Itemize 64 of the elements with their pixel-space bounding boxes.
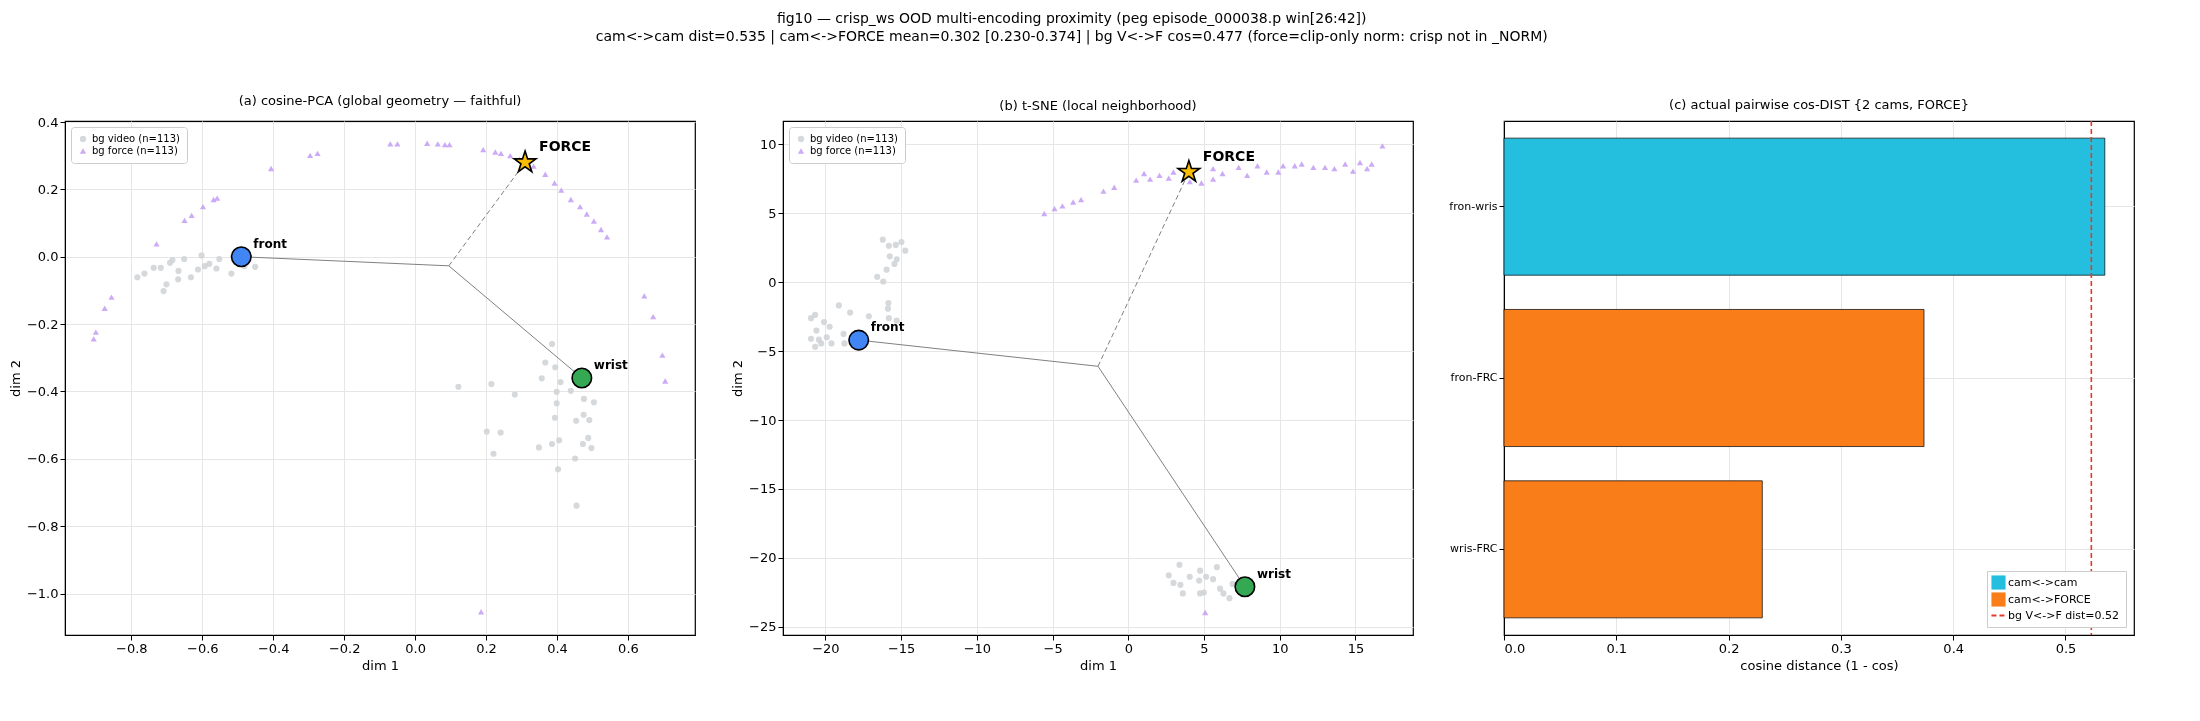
x-tick-label: 0.5 — [2055, 640, 2077, 656]
x-tick-label: 0.4 — [1943, 640, 1965, 656]
x-tick-label: −0.8 — [116, 640, 148, 656]
y-tick-label: −20 — [749, 550, 777, 566]
x-tick-label: 0.2 — [1718, 640, 1740, 656]
chart-title: (b) t-SNE (local neighborhood) — [999, 98, 1197, 113]
x-tick-label: 0.2 — [476, 640, 497, 656]
legend-label: bg force (n=113) — [92, 145, 178, 156]
x-tick-label: 0 — [1124, 640, 1133, 656]
y-tick-label: −15 — [749, 481, 777, 497]
y-tick-label: fron-wris — [1449, 199, 1498, 213]
x-tick-label: 0.6 — [618, 640, 639, 656]
chart-title: (a) cosine-PCA (global geometry — faithful) — [238, 93, 522, 109]
x-tick-label: −0.6 — [186, 640, 219, 656]
y-tick-label: −0.8 — [26, 518, 59, 534]
x-axis-title: cosine distance (1 - cos) — [1740, 657, 1899, 673]
x-tick-label: −10 — [963, 640, 992, 656]
text: cam<->cam dist=0.535 | cam<->FORCE mean=0.302 [0.230-0.374] | bg V<->F cos=0.477 (force=clip-only norm: crisp not in _NORM) — [595, 28, 1548, 46]
series-label: wrist — [1256, 566, 1292, 581]
x-tick-label: −0.2 — [328, 640, 361, 656]
y-axis-title: dim 2 — [7, 360, 23, 397]
y-tick-label: −10 — [749, 412, 777, 428]
x-tick-label: 0.0 — [405, 640, 426, 656]
x-tick-label: −20 — [812, 640, 840, 656]
x-tick-label: −15 — [887, 640, 916, 656]
y-tick-label: fron-FRC — [1450, 371, 1498, 384]
series-label: front — [253, 236, 288, 251]
series-label: wrist — [593, 358, 629, 372]
legend-label: cam<->cam — [2008, 575, 2078, 589]
y-tick-label: 10 — [759, 136, 777, 152]
y-tick-label: 5 — [768, 205, 777, 221]
y-tick-label: −0.2 — [26, 316, 59, 332]
series-label: FORCE — [539, 138, 592, 155]
legend-label: cam<->FORCE — [2008, 592, 2091, 606]
series-label: FORCE — [1202, 147, 1255, 164]
ref-line-label: bg V<->F dist=0.52 — [2008, 608, 2120, 622]
x-tick-label: 5 — [1200, 640, 1209, 656]
legend-label: bg video (n=113) — [810, 133, 899, 144]
y-tick-label: −0.6 — [26, 451, 59, 467]
x-axis-title: dim 1 — [1080, 657, 1117, 673]
x-tick-label: 0.0 — [1504, 640, 1526, 656]
x-tick-label: 0.4 — [547, 640, 568, 656]
x-tick-label: 10 — [1271, 640, 1289, 656]
legend-label: bg force (n=113) — [810, 145, 896, 156]
x-tick-label: −5 — [1043, 640, 1063, 656]
y-tick-label: 0.4 — [37, 114, 59, 130]
x-tick-label: −0.4 — [257, 640, 290, 656]
chart-title: (c) actual pairwise cos-DIST {2 cams, FORCE} — [1669, 97, 1969, 113]
y-tick-label: 0.0 — [37, 249, 59, 265]
y-tick-label: −25 — [749, 619, 777, 635]
y-tick-label: 0 — [768, 274, 777, 290]
legend-label: bg video (n=113) — [92, 133, 181, 144]
y-tick-label: −5 — [757, 343, 777, 359]
y-tick-label: 0.2 — [37, 181, 59, 197]
y-tick-label: wris-FRC — [1450, 542, 1498, 556]
x-tick-label: 0.1 — [1606, 640, 1628, 656]
text: fig10 — crisp_ws OOD multi-encoding proximity (peg episode_000038.p win[26:42]) — [776, 10, 1367, 27]
x-tick-label: 15 — [1347, 640, 1365, 656]
series-label: front — [870, 320, 905, 335]
y-axis-title: dim 2 — [730, 360, 746, 397]
x-axis-title: dim 1 — [362, 657, 399, 673]
x-tick-label: 0.3 — [1831, 640, 1852, 656]
y-tick-label: −0.4 — [26, 383, 59, 399]
y-tick-label: −1.0 — [26, 586, 59, 602]
